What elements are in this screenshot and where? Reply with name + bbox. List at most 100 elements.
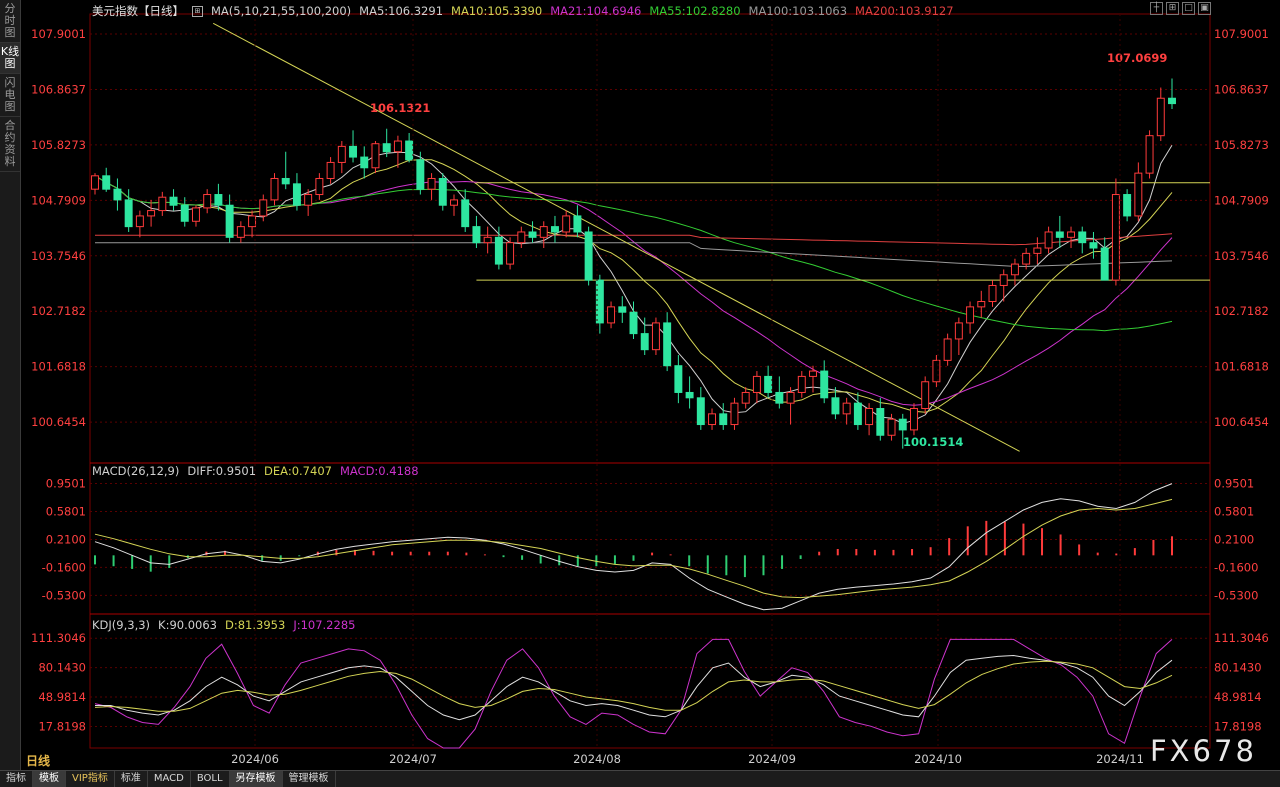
candle-body [248,215,257,228]
chart-canvas[interactable]: 107.9001 107.9001 106.8637 106.8637 105.8273… [0,0,1280,770]
kdj-d-line [94,660,1173,712]
y-tick-label-right: 100.6454 [1214,415,1269,429]
restore-icon[interactable]: ▣ [1198,2,1211,15]
side-tab-flash[interactable]: 闪电图 [0,74,20,117]
macd-tick-left: 0.9501 [46,477,86,491]
candle-body [102,175,111,190]
macd-tick-left: -0.1600 [42,560,86,574]
kdj-j-line [94,638,1173,749]
candle-body [315,177,324,196]
candle-body [909,408,918,431]
candle-body [865,408,874,426]
candle-body [169,196,178,206]
candle-body [550,226,559,233]
candle-body [1156,97,1165,137]
ma200-line [95,233,1173,246]
candle-body [752,375,761,393]
candle-body [820,370,829,399]
side-tab-timeshare[interactable]: 分时图 [0,0,20,43]
candle-body [461,199,470,228]
kdj-tick-left: 111.3046 [31,631,86,645]
candle-body [214,194,223,206]
candle-body [1055,231,1064,238]
macd-legend-item: DIFF:0.9501 [187,464,257,478]
kdj-tick-left: 48.9814 [38,690,86,704]
candle-body [719,413,728,426]
candle-body [438,177,447,206]
y-tick-label-left: 107.9001 [31,27,86,41]
kdj-tick-right: 111.3046 [1214,631,1269,645]
y-tick-label-right: 103.7546 [1214,249,1269,263]
tab-save-template[interactable]: 另存模板 [229,771,283,787]
ma-legend-item: MA5:106.3291 [359,4,444,18]
candle-body [988,284,997,303]
y-tick-label-left: 106.8637 [31,82,86,96]
macd-legend-item: MACD:0.4188 [339,464,419,478]
kdj-tick-right: 80.1430 [1214,661,1262,675]
candle-body [1067,231,1076,238]
tab-macd[interactable]: MACD [148,771,191,787]
candle-body [764,375,773,393]
candle-body [1168,97,1176,105]
side-tab-contract[interactable]: 合约资料 [0,117,20,172]
tab-manage-template[interactable]: 管理模板 [283,771,336,787]
y-tick-label-right: 101.6818 [1214,360,1269,374]
candle-body [450,199,458,206]
tab-vip-indicators[interactable]: VIP指标 [66,771,115,787]
candle-body [966,306,975,324]
macd-tick-left: 0.5801 [46,505,86,519]
maximize-icon[interactable]: □ [1182,2,1195,15]
tab-templates[interactable]: 模板 [33,771,66,787]
low-annotation: 100.1514 [903,435,963,449]
left-side-tabs: 分时图 K线图 闪电图 合约资料 [0,0,21,770]
crosshair-icon[interactable]: ┼ [1150,2,1163,15]
main-title: 美元指数【日线】 [92,4,184,18]
candle-body [708,413,717,426]
macd-legend-item: MACD(26,12,9) [92,464,180,478]
candle-body [573,215,582,233]
ma5-line [94,145,1173,425]
candle-body [842,402,851,415]
candle-body [113,188,122,201]
y-tick-label-left: 102.7182 [31,304,86,318]
macd-dea-line [94,498,1173,599]
kdj-k-line [95,654,1173,721]
candle-body [1134,172,1143,217]
x-tick-label: 2024/11 [1096,752,1144,766]
candle-body [651,322,660,351]
y-tick-label-right: 107.9001 [1214,27,1269,41]
y-tick-label-left: 103.7546 [31,249,86,263]
period-label[interactable]: 日线 [26,754,51,768]
candle-body [506,242,515,265]
candle-body [584,231,593,281]
candle-body [1078,231,1087,244]
candle-body [259,199,268,217]
y-tick-label-left: 100.6454 [31,415,86,429]
candle-body [797,375,806,393]
candle-body [932,359,941,383]
tab-boll[interactable]: BOLL [191,771,230,787]
kdj-legend-item: KDJ(9,3,3) [92,618,151,632]
ma10-line [94,159,1173,413]
x-tick-label: 2024/07 [389,752,437,766]
candle-body [1111,194,1120,281]
side-tab-kline[interactable]: K线图 [0,43,20,74]
tab-indicators[interactable]: 指标 [0,771,33,787]
high-annotation: 106.1321 [370,101,430,115]
candle-body [135,215,144,228]
candle-body [517,231,526,244]
settings-icon[interactable]: ⊞ [192,5,203,17]
kdj-legend-item: D:81.3953 [225,618,286,632]
candle-body [416,159,425,190]
kdj-tick-right: 48.9814 [1214,690,1262,704]
y-tick-label-right: 104.7909 [1214,193,1269,207]
ma-legend-item: MA21:104.6946 [550,4,642,18]
candle-body [270,177,279,201]
grid-icon[interactable]: ⊞ [1166,2,1179,15]
candle-body [786,391,795,404]
tab-standard[interactable]: 标准 [115,771,148,787]
candle-body [304,194,313,206]
candle-body [539,226,548,238]
high-annotation: 107.0699 [1107,51,1167,65]
chart-frame [89,13,1211,749]
